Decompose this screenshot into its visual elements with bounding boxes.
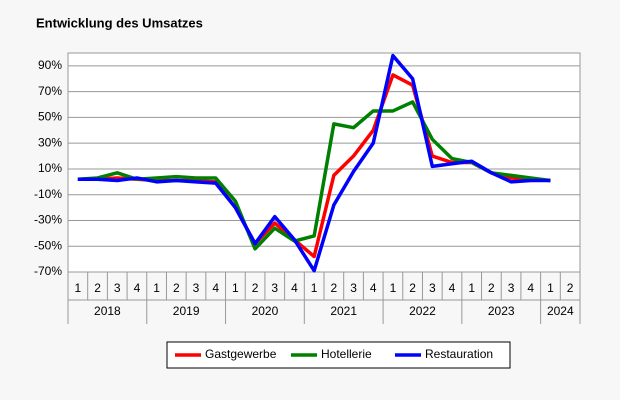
- x-tick-label: 1: [311, 281, 318, 295]
- x-tick-label: 4: [291, 281, 298, 295]
- year-label: 2024: [547, 304, 574, 318]
- series-line: [77, 53, 551, 273]
- x-tick-label: 1: [232, 281, 239, 295]
- x-tick-label: 2: [488, 281, 495, 295]
- x-tick-label: 1: [75, 281, 82, 295]
- year-label: 2023: [488, 304, 515, 318]
- x-tick-label: 4: [527, 281, 534, 295]
- legend-label: Gastgewerbe: [205, 347, 277, 361]
- x-tick-label: 1: [468, 281, 475, 295]
- x-tick-label: 3: [350, 281, 357, 295]
- year-label: 2022: [409, 304, 436, 318]
- legend-box: [166, 341, 511, 369]
- year-label: 2020: [252, 304, 279, 318]
- x-tick-label: 1: [390, 281, 397, 295]
- x-tick-label: 3: [193, 281, 200, 295]
- x-tick-label: 1: [547, 281, 554, 295]
- y-tick-label: 90%: [38, 58, 62, 72]
- x-tick-label: 4: [212, 281, 219, 295]
- x-tick-label: 2: [409, 281, 416, 295]
- x-tick-label: 4: [134, 281, 141, 295]
- x-tick-label: 2: [94, 281, 101, 295]
- legend-label: Hotellerie: [321, 347, 372, 361]
- x-tick-label: 2: [173, 281, 180, 295]
- legend-label: Restauration: [425, 347, 493, 361]
- x-tick-label: 2: [331, 281, 338, 295]
- x-tick-label: 2: [567, 281, 574, 295]
- x-tick-label: 3: [114, 281, 121, 295]
- y-tick-label: 10%: [38, 161, 62, 175]
- y-tick-label: 50%: [38, 110, 62, 124]
- y-tick-label: -50%: [34, 238, 62, 252]
- y-tick-label: 30%: [38, 135, 62, 149]
- y-tick-label: -70%: [34, 264, 62, 278]
- y-tick-label: -30%: [34, 213, 62, 227]
- x-tick-label: 4: [370, 281, 377, 295]
- x-tick-label: 3: [429, 281, 436, 295]
- x-tick-label: 3: [271, 281, 278, 295]
- x-tick-label: 4: [449, 281, 456, 295]
- x-tick-label: 3: [508, 281, 515, 295]
- year-label: 2019: [173, 304, 200, 318]
- year-label: 2018: [94, 304, 121, 318]
- y-tick-label: 70%: [38, 84, 62, 98]
- year-label: 2021: [330, 304, 357, 318]
- x-tick-label: 2: [252, 281, 259, 295]
- x-tick-label: 1: [153, 281, 160, 295]
- y-tick-label: -10%: [34, 187, 62, 201]
- chart-title: Entwicklung des Umsatzes: [36, 15, 203, 30]
